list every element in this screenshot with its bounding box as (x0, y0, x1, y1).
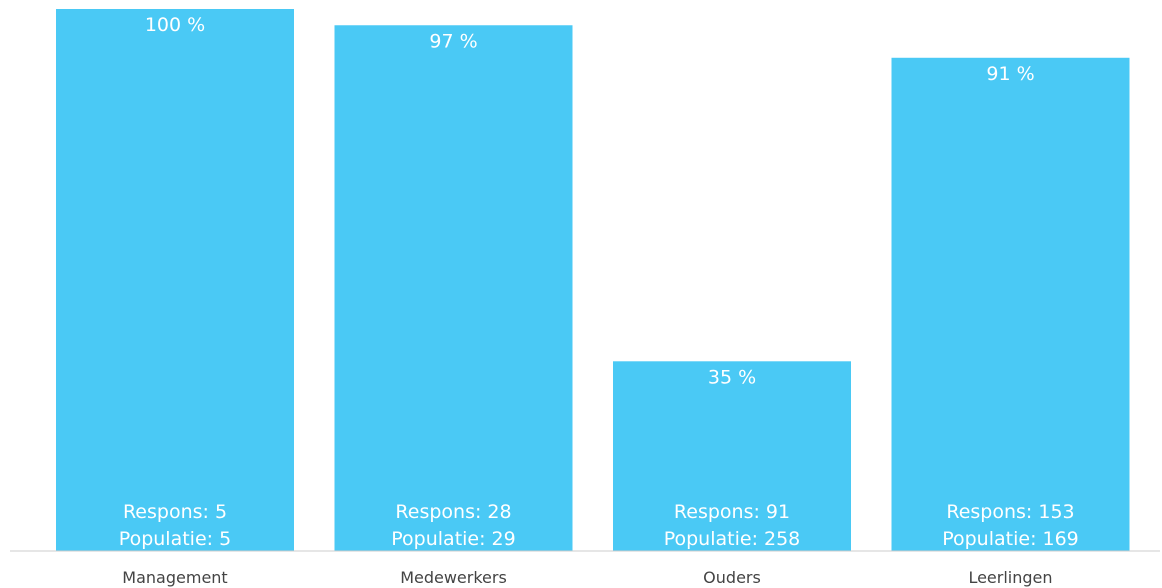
bar (56, 9, 294, 551)
bar (334, 25, 573, 551)
category-label: Management (122, 568, 227, 587)
category-label: Medewerkers (400, 568, 507, 587)
bar-value-label: 97 % (429, 30, 477, 52)
respons-label: Respons: 91 (674, 501, 790, 523)
respons-label: Respons: 153 (946, 501, 1074, 523)
bar-value-label: 100 % (145, 14, 205, 36)
populatie-label: Populatie: 169 (942, 528, 1079, 550)
bar (891, 57, 1130, 551)
respons-label: Respons: 5 (123, 501, 227, 523)
bar-value-label: 35 % (708, 366, 756, 388)
respons-label: Respons: 28 (395, 501, 511, 523)
category-label: Leerlingen (968, 568, 1052, 587)
populatie-label: Populatie: 5 (119, 528, 231, 550)
category-labels-group: Management Medewerkers Ouders Leerlingen (122, 568, 1052, 587)
populatie-label: Populatie: 29 (391, 528, 515, 550)
category-label: Ouders (703, 568, 761, 587)
bars-group: 100 % Respons: 5 Populatie: 5 97 % Respons: … (56, 9, 1130, 551)
bar (613, 361, 851, 551)
populatie-label: Populatie: 258 (664, 528, 801, 550)
bar-value-label: 91 % (986, 63, 1034, 85)
